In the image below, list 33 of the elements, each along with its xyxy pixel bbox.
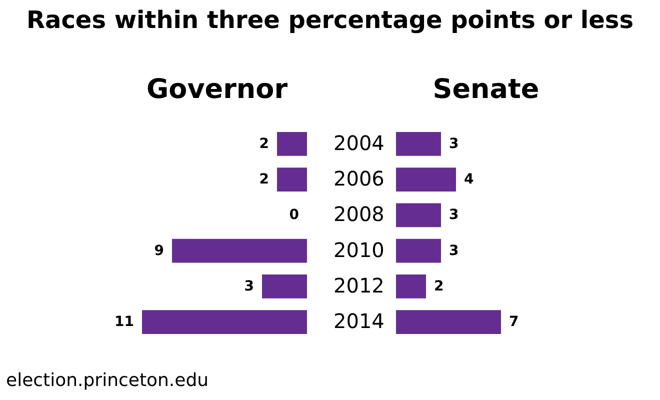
data-label: 2: [259, 172, 269, 188]
data-label: 3: [449, 136, 459, 152]
bar: [396, 238, 441, 263]
data-label: 3: [244, 278, 254, 294]
y-tick-label: 2014: [334, 309, 384, 334]
data-label: 2: [434, 278, 444, 294]
data-label: 9: [154, 242, 164, 259]
bar: [396, 274, 426, 298]
bar: [277, 168, 307, 192]
y-tick-label: 2006: [334, 166, 384, 191]
data-label: 2: [259, 136, 269, 152]
y-tick-label: 2004: [334, 130, 384, 155]
data-label: 3: [449, 207, 459, 224]
y-tick-label: 2012: [334, 273, 384, 298]
bar: [396, 168, 456, 192]
bar: [172, 238, 307, 263]
data-label: 0: [289, 207, 300, 224]
bar: [142, 310, 307, 334]
bar: [262, 274, 307, 298]
text: election.princeton.edu: [6, 370, 209, 391]
bar: [277, 132, 307, 156]
bar: [396, 203, 441, 228]
data-label: 4: [464, 172, 474, 188]
data-label: 3: [449, 242, 459, 259]
text: Races within three percentage points or less: [26, 6, 634, 34]
y-tick-label: 2008: [334, 202, 384, 226]
data-label: 7: [509, 314, 519, 330]
data-label: 11: [114, 314, 134, 330]
bar: [396, 310, 501, 334]
y-tick-label: 2010: [334, 238, 384, 262]
chart-title: Governor: [146, 74, 288, 105]
bar: [396, 132, 441, 156]
chart-title: Senate: [432, 74, 540, 105]
